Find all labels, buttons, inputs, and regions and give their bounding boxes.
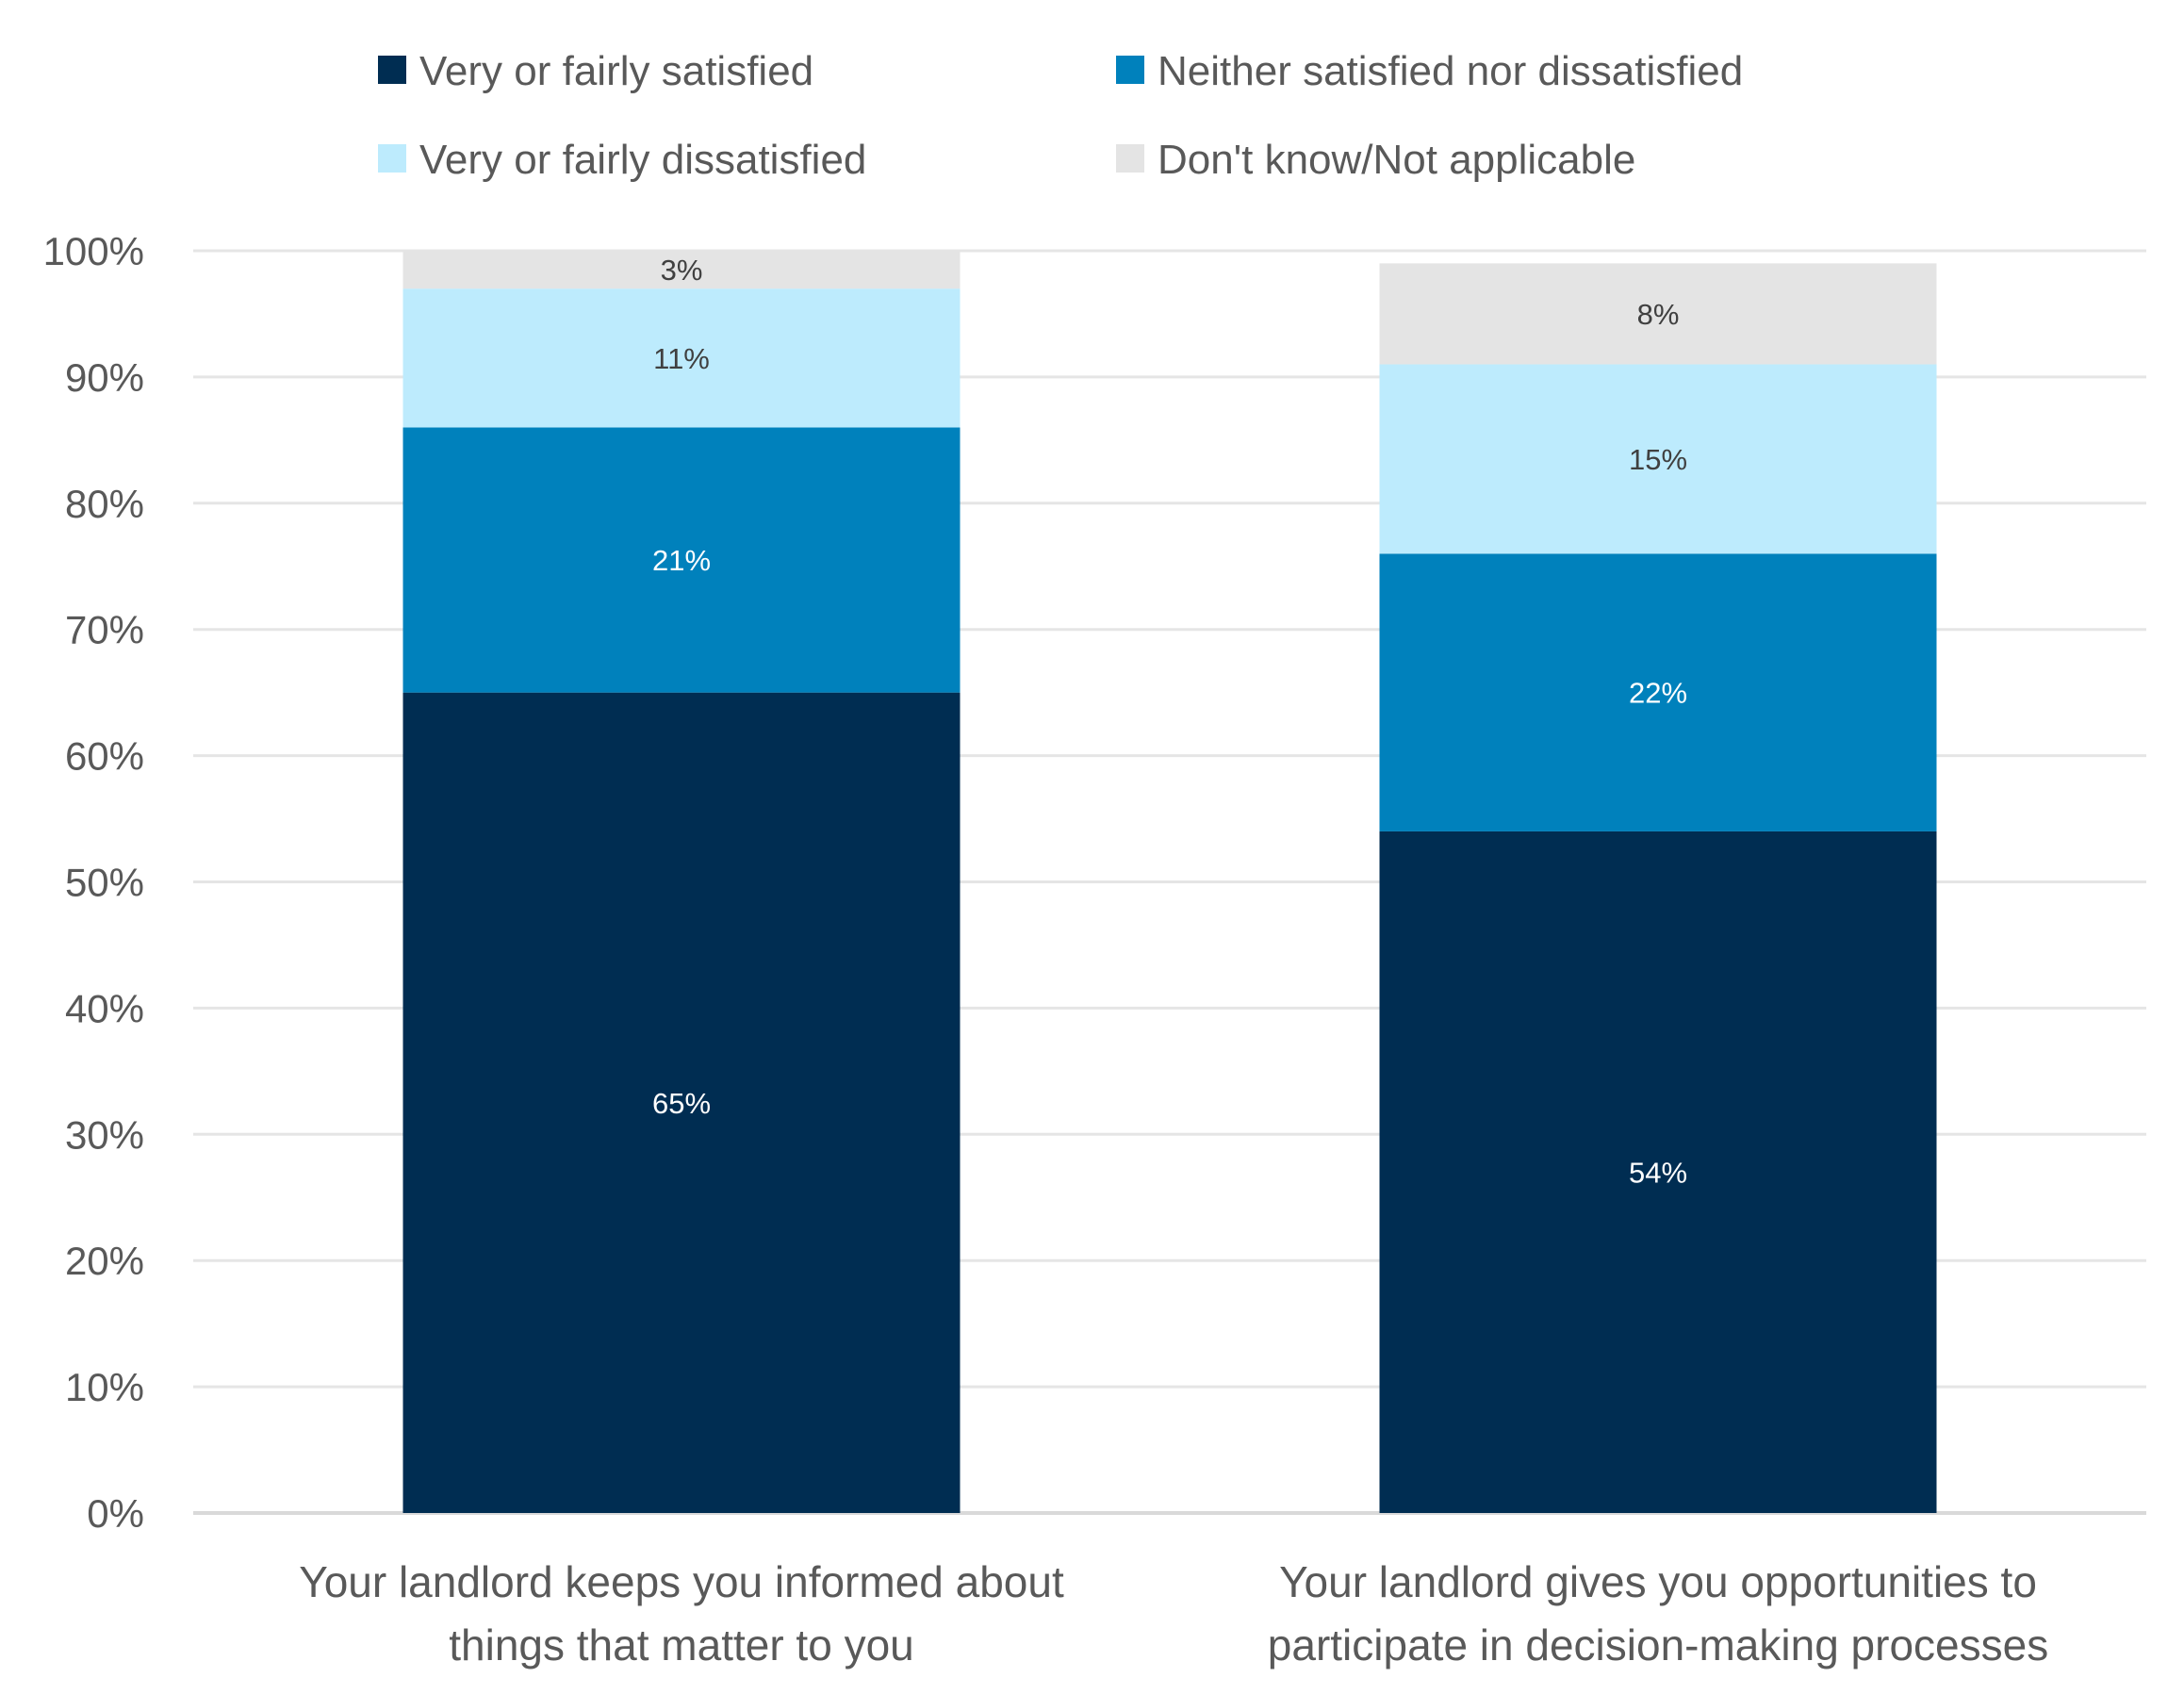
legend: Very or fairly satisfied Neither satisfie… — [378, 48, 1743, 183]
legend-swatch — [1116, 56, 1144, 84]
legend-label: Very or fairly satisfied — [419, 48, 813, 94]
y-tick-label: 100% — [43, 229, 144, 273]
data-label: 8% — [1637, 298, 1680, 331]
category-label: things that matter to you — [449, 1620, 914, 1669]
legend-label: Don't know/Not applicable — [1158, 137, 1635, 183]
bar-segment — [1379, 263, 1937, 365]
data-label: 22% — [1629, 677, 1687, 710]
y-tick-label: 0% — [87, 1491, 144, 1536]
bar-segment — [402, 427, 961, 693]
bar-segment — [402, 288, 961, 428]
y-tick-label: 90% — [65, 355, 144, 400]
y-tick-label: 50% — [65, 861, 144, 905]
data-label: 11% — [653, 342, 710, 375]
y-tick-label: 70% — [65, 608, 144, 652]
legend-swatch — [1116, 144, 1144, 173]
y-axis-ticks: 0% 10% 20% 30% 40% 50% 60% 70% 80% 90% 100% — [43, 229, 144, 1536]
category-label: participate in decision-making processes — [1268, 1620, 2048, 1669]
bar-segment — [1379, 831, 1937, 1513]
data-label: 3% — [661, 254, 703, 287]
y-tick-label: 20% — [65, 1239, 144, 1283]
y-tick-label: 80% — [65, 482, 144, 526]
y-tick-label: 10% — [65, 1365, 144, 1409]
bar-segment — [1379, 364, 1937, 554]
x-axis-categories: Your landlord keeps you informed about th… — [299, 1557, 2048, 1669]
data-label: 54% — [1629, 1156, 1687, 1189]
category-label: Your landlord gives you opportunities to — [1279, 1557, 2037, 1606]
legend-label: Very or fairly dissatisfied — [419, 137, 866, 183]
bar-segment — [1379, 553, 1937, 831]
y-tick-label: 60% — [65, 734, 144, 779]
legend-label: Neither satisfied nor dissatisfied — [1158, 48, 1743, 94]
bar-segment — [402, 692, 961, 1513]
bars: 65% 21% 11% 3% 54% 22% 15% 8% — [402, 251, 1937, 1513]
data-label: 15% — [1629, 443, 1687, 476]
data-label: 65% — [652, 1087, 711, 1120]
data-label: 21% — [652, 544, 711, 577]
bar-segment — [402, 251, 961, 289]
y-tick-label: 40% — [65, 986, 144, 1030]
legend-swatch — [378, 56, 406, 84]
category-label: Your landlord keeps you informed about — [299, 1557, 1064, 1606]
y-tick-label: 30% — [65, 1112, 144, 1157]
legend-swatch — [378, 144, 406, 173]
